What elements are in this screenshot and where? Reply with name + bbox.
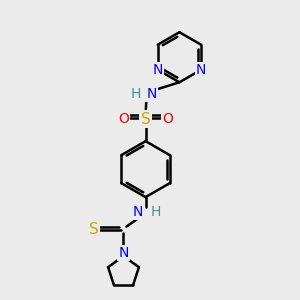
Text: N: N xyxy=(196,63,206,77)
Text: N: N xyxy=(118,246,129,260)
Text: N: N xyxy=(146,87,157,101)
Text: S: S xyxy=(89,222,99,237)
Text: H: H xyxy=(131,87,141,101)
Text: O: O xyxy=(162,112,173,126)
Text: O: O xyxy=(118,112,129,126)
Text: S: S xyxy=(141,112,151,127)
Text: H: H xyxy=(151,205,161,219)
Text: N: N xyxy=(132,205,142,219)
Text: N: N xyxy=(153,63,163,77)
